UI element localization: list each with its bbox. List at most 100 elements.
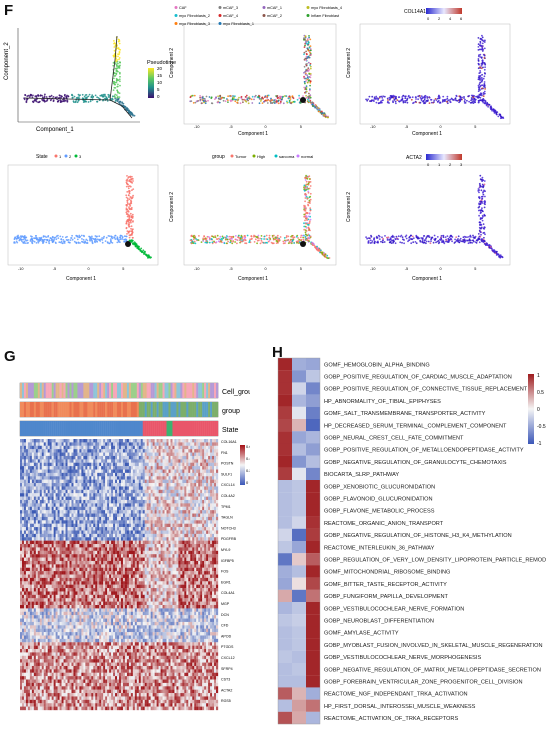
heatmap-cell bbox=[47, 439, 50, 443]
cell-point bbox=[438, 102, 441, 104]
cell-point bbox=[442, 239, 444, 242]
heatmap-cell bbox=[176, 469, 179, 474]
heatmap-cell bbox=[176, 486, 179, 490]
heatmap-cell bbox=[202, 469, 205, 474]
cell-point bbox=[455, 236, 458, 239]
heatmap-cell bbox=[216, 455, 219, 460]
cell-point bbox=[126, 210, 129, 213]
cell-point bbox=[126, 215, 129, 218]
heatmap-cell bbox=[79, 476, 82, 480]
cell-point bbox=[129, 205, 132, 207]
annotation-cell bbox=[196, 402, 199, 417]
cell-point bbox=[370, 100, 372, 103]
cell-point bbox=[116, 100, 119, 103]
annotation-cell bbox=[25, 421, 29, 436]
cell-point bbox=[401, 97, 404, 100]
annotation-cell bbox=[148, 383, 151, 398]
heatmap-cell bbox=[214, 489, 217, 494]
cell-point bbox=[303, 39, 305, 41]
heatmap-cell bbox=[93, 442, 96, 446]
cell-point bbox=[266, 95, 269, 98]
heatmap-cell bbox=[33, 479, 36, 484]
annotation-cell bbox=[51, 383, 54, 398]
heatmap-cell bbox=[47, 469, 50, 474]
heatmap-cell bbox=[182, 486, 185, 490]
heatmap-cell bbox=[93, 479, 96, 484]
heatmap-cell bbox=[75, 493, 78, 497]
heatmap-cell bbox=[178, 486, 181, 490]
heatmap-cell bbox=[190, 439, 193, 443]
cell-point bbox=[304, 193, 306, 196]
cell-point bbox=[94, 241, 96, 244]
cell-point bbox=[479, 89, 481, 91]
cell-point bbox=[198, 235, 200, 237]
heatmap-cell bbox=[210, 489, 213, 494]
heatmap-cell bbox=[172, 493, 175, 497]
heatmap-cell bbox=[142, 462, 145, 467]
heatmap-cell bbox=[37, 472, 40, 477]
annotation-cell bbox=[196, 421, 199, 436]
cell-point bbox=[22, 235, 24, 238]
cell-point bbox=[126, 109, 129, 111]
heatmap-cell bbox=[55, 455, 58, 460]
heatmap-cell bbox=[156, 486, 159, 490]
cell-point bbox=[69, 239, 72, 242]
heatmap-cell bbox=[63, 445, 66, 450]
cell-point bbox=[370, 234, 372, 237]
heatmap-cell bbox=[142, 459, 145, 463]
heatmap-cell bbox=[79, 459, 82, 463]
heatmap-cell bbox=[172, 449, 175, 453]
annotation-cell bbox=[166, 421, 169, 436]
cell-point bbox=[309, 198, 312, 201]
acta2-tick: 2 bbox=[449, 162, 452, 167]
heatmap-cell bbox=[25, 486, 29, 490]
heatmap-cell bbox=[31, 476, 35, 480]
pseudotime-tick: 15 bbox=[157, 73, 163, 78]
heatmap-cell bbox=[180, 449, 183, 453]
cell-point bbox=[396, 99, 399, 101]
annotation-cell bbox=[182, 383, 185, 398]
heatmap-cell bbox=[25, 469, 29, 474]
heatmap-cell bbox=[93, 439, 96, 443]
heatmap-cell bbox=[99, 489, 102, 494]
cell-point bbox=[412, 102, 414, 105]
heatmap-cell bbox=[35, 493, 38, 497]
heatmap-cell bbox=[156, 483, 159, 487]
heatmap-cell bbox=[101, 476, 104, 480]
heatmap-cell bbox=[198, 479, 201, 484]
heatmap-cell bbox=[105, 472, 108, 477]
annotation-cell bbox=[156, 421, 159, 436]
heatmap-cell bbox=[109, 493, 112, 497]
panel-letter-f: F bbox=[4, 2, 14, 19]
annotation-cell bbox=[178, 421, 181, 436]
heatmap-cell bbox=[142, 476, 145, 480]
heatmap-cell bbox=[107, 483, 110, 487]
cell-point bbox=[472, 102, 475, 104]
heatmap-cell bbox=[208, 476, 211, 480]
heatmap-cell bbox=[194, 472, 197, 477]
heatmap-cell bbox=[113, 445, 116, 450]
heatmap-cell bbox=[20, 489, 23, 494]
heatmap-cell bbox=[43, 469, 46, 474]
cell-point bbox=[304, 73, 307, 76]
cell-point bbox=[128, 190, 131, 192]
heatmap-cell bbox=[126, 462, 130, 467]
cell-point bbox=[494, 110, 497, 112]
heatmap-cell bbox=[132, 459, 135, 463]
annotation-cell bbox=[63, 421, 66, 436]
heatmap-cell bbox=[136, 489, 139, 494]
heatmap-cell bbox=[164, 486, 167, 490]
heatmap-cell bbox=[174, 479, 177, 484]
heatmap-cell bbox=[126, 452, 130, 457]
heatmap-cell bbox=[83, 442, 86, 446]
heatmap-cell bbox=[87, 462, 90, 467]
annotation-cell bbox=[206, 383, 209, 398]
heatmap-cell bbox=[180, 459, 183, 463]
cell-point bbox=[14, 236, 16, 239]
cell-point bbox=[57, 237, 60, 240]
heatmap-cell bbox=[186, 455, 189, 460]
heatmap-cell bbox=[148, 476, 151, 480]
heatmap-cell bbox=[45, 445, 48, 450]
cell-point bbox=[487, 105, 489, 108]
heatmap-cell bbox=[49, 489, 52, 494]
